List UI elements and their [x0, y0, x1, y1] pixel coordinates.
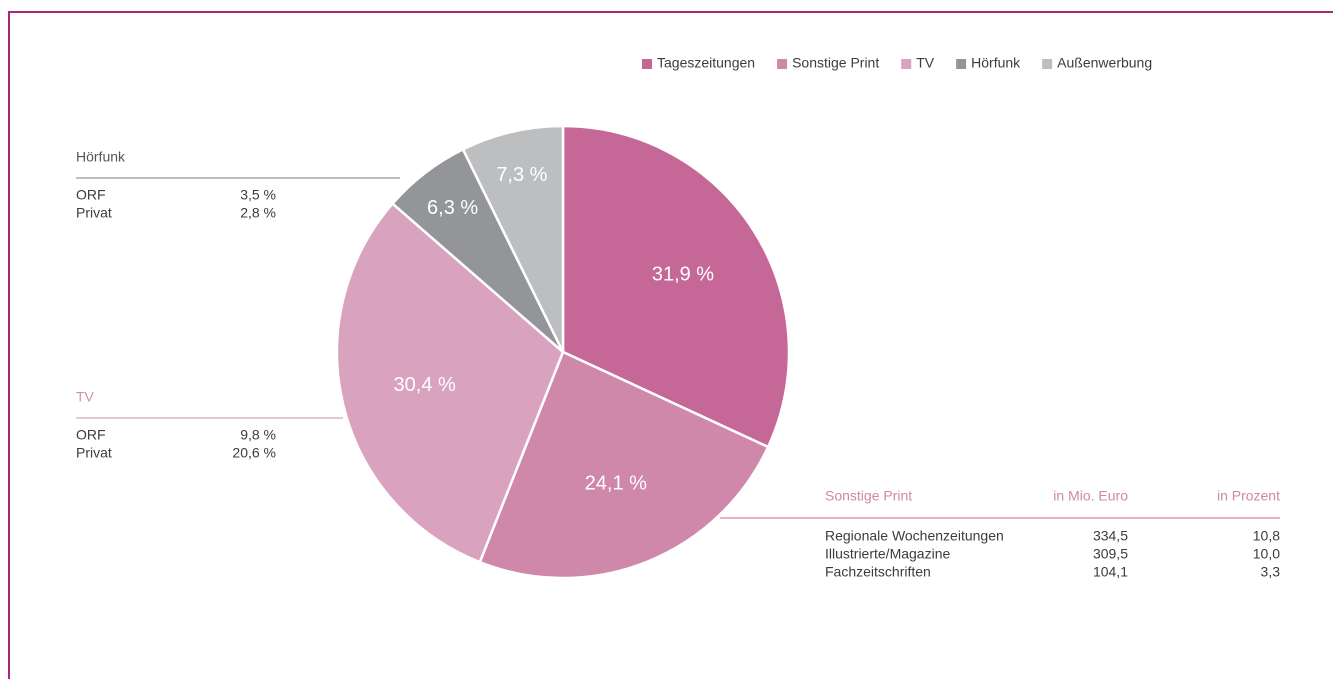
- slice-label: 7,3 %: [496, 164, 547, 186]
- table-header: in Prozent: [1217, 488, 1280, 504]
- table-cell: 3,3: [1261, 564, 1281, 580]
- legend-label: Tageszeitungen: [657, 55, 755, 71]
- slice-label: 31,9 %: [652, 264, 714, 286]
- legend-label: Hörfunk: [971, 55, 1021, 71]
- legend-swatch: [901, 59, 912, 69]
- table-cell: Regionale Wochenzeitungen: [825, 528, 1004, 544]
- legend-swatch: [642, 59, 652, 69]
- table-cell: 10,8: [1253, 528, 1280, 544]
- breakdown-row-value: 20,6 %: [232, 445, 276, 461]
- breakdown-row-label: ORF: [76, 427, 106, 443]
- table-cell: 309,5: [1093, 546, 1128, 562]
- legend-swatch: [1042, 59, 1053, 69]
- slice-label: 30,4 %: [394, 374, 456, 396]
- table-cell: 10,0: [1253, 546, 1280, 562]
- slice-label: 6,3 %: [427, 197, 478, 219]
- breakdown-row-value: 2,8 %: [240, 205, 276, 221]
- breakdown-row-value: 3,5 %: [240, 187, 276, 203]
- table-cell: Fachzeitschriften: [825, 564, 931, 580]
- legend-label: Sonstige Print: [792, 55, 879, 71]
- breakdown-row-value: 9,8 %: [240, 427, 276, 443]
- breakdown-row-label: Privat: [76, 205, 112, 221]
- legend-swatch: [956, 59, 967, 69]
- breakdown-title: Hörfunk: [76, 149, 126, 165]
- slice-label: 24,1 %: [585, 472, 647, 494]
- table-header: in Mio. Euro: [1053, 488, 1128, 504]
- breakdown-row-label: Privat: [76, 445, 112, 461]
- pie-slice: [478, 350, 770, 580]
- pie-slice: [335, 201, 565, 564]
- legend-label: Außenwerbung: [1057, 55, 1152, 71]
- pie-slice: [561, 124, 791, 449]
- breakdown-row-label: ORF: [76, 187, 106, 203]
- table-header: Sonstige Print: [825, 488, 912, 504]
- legend-label: TV: [916, 55, 935, 71]
- table-cell: Illustrierte/Magazine: [825, 546, 950, 562]
- breakdown-title: TV: [76, 389, 95, 405]
- table-cell: 104,1: [1093, 564, 1128, 580]
- legend-swatch: [777, 59, 788, 69]
- table-cell: 334,5: [1093, 528, 1128, 544]
- pie-slice: [461, 124, 565, 353]
